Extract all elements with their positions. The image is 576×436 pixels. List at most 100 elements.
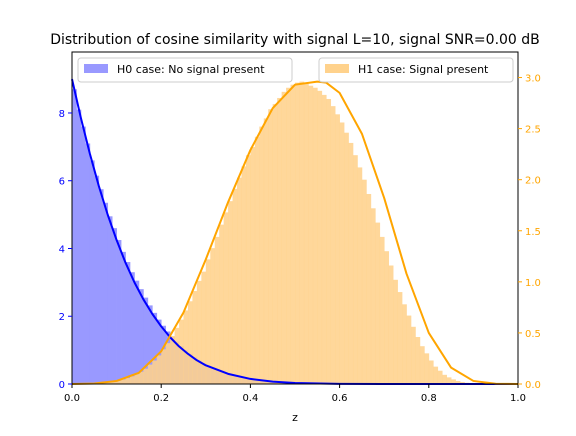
h1-bar	[282, 92, 287, 384]
x-tick-label: 0.0	[64, 393, 80, 404]
x-tick-label: 0.6	[332, 393, 348, 404]
y-left-tick-label: 8	[59, 109, 65, 120]
h1-bar	[357, 167, 362, 384]
h1-bar	[121, 380, 126, 384]
legend-h1-swatch	[325, 64, 349, 73]
h1-bar	[277, 98, 282, 384]
y-right-tick-label: 1.0	[525, 278, 541, 289]
h1-bar	[402, 304, 407, 384]
h1-bar	[322, 95, 327, 384]
y-left-tick-label: 2	[59, 312, 65, 323]
h0-bar	[134, 281, 139, 384]
h1-bar	[389, 266, 394, 385]
h1-bar	[233, 189, 238, 384]
h1-bar	[335, 114, 340, 384]
h1-bar	[157, 355, 162, 384]
y-right-tick-label: 2.5	[525, 125, 541, 136]
h1-bar	[442, 375, 447, 384]
h1-bar	[148, 365, 153, 384]
h1-bar	[393, 280, 398, 384]
h1-bar	[420, 346, 425, 384]
h1-bar	[241, 166, 246, 384]
h1-bar	[143, 369, 148, 384]
h1-bar	[201, 272, 206, 384]
h1-bar	[375, 223, 380, 384]
y-right-tick-label: 3.0	[525, 74, 541, 85]
h1-bar	[415, 337, 420, 384]
h1-bar	[407, 316, 412, 384]
h1-bar	[161, 349, 166, 384]
h1-bar	[308, 86, 313, 384]
h1-bar	[353, 155, 358, 384]
h1-bar	[438, 371, 443, 384]
y-right-tick-label: 0.5	[525, 329, 541, 340]
h0-bar	[99, 189, 104, 384]
h1-bar	[344, 133, 349, 384]
h1-bar	[371, 208, 376, 384]
h0-bar	[94, 176, 99, 384]
h0-bar	[90, 160, 95, 384]
y-right-tick-label: 1.5	[525, 227, 541, 238]
h1-bar	[134, 374, 139, 384]
h1-bar	[429, 361, 434, 385]
h1-bar	[411, 327, 416, 384]
legend-h0: H0 case: No signal present	[78, 58, 292, 82]
y-right-tick-label: 2.0	[525, 176, 541, 187]
h1-bar	[170, 336, 175, 384]
h1-bar	[250, 147, 255, 384]
h0-bar	[117, 240, 122, 384]
y-left-tick-label: 4	[59, 244, 65, 255]
legend-h0-label: H0 case: No signal present	[117, 63, 265, 76]
h1-bar	[255, 137, 260, 384]
h1-bar	[130, 376, 135, 384]
h1-bar	[295, 83, 300, 384]
h1-bar	[424, 353, 429, 384]
y-right-tick-label: 0.0	[525, 380, 541, 391]
h1-bar	[384, 251, 389, 384]
x-axis-label: z	[292, 411, 298, 424]
h1-bar	[273, 104, 278, 384]
h1-bar	[179, 320, 184, 384]
h1-bar	[304, 83, 309, 384]
h1-bar	[166, 343, 171, 384]
h1-bar	[259, 127, 264, 384]
h1-bar	[246, 155, 251, 384]
h0-bar	[130, 272, 135, 384]
x-tick-label: 1.0	[510, 393, 526, 404]
h1-bar	[215, 237, 220, 384]
h1-bar	[291, 85, 296, 384]
chart-title: Distribution of cosine similarity with s…	[50, 32, 540, 48]
legend-h1: H1 case: Signal present	[319, 58, 513, 82]
h1-bar	[219, 225, 224, 384]
h1-bar	[210, 248, 215, 384]
y-left-tick-label: 0	[59, 380, 65, 391]
h1-bar	[192, 291, 197, 384]
h0-bar	[85, 143, 90, 384]
h1-bar	[197, 281, 202, 384]
h1-bar	[349, 143, 354, 384]
h0-bar	[112, 228, 117, 384]
h1-bar	[152, 361, 157, 385]
y-left-tick-label: 6	[59, 177, 65, 188]
h1-bar	[224, 212, 229, 384]
h1-bar	[317, 91, 322, 384]
legend-h1-label: H1 case: Signal present	[358, 63, 489, 76]
h1-bar	[175, 328, 180, 384]
h1-bar	[268, 109, 273, 384]
h1-bar	[126, 378, 131, 384]
h0-bar	[72, 89, 77, 384]
h1-bar	[184, 310, 189, 384]
h1-bar	[286, 88, 291, 384]
h1-bar	[362, 180, 367, 384]
h1-bar	[228, 201, 233, 384]
h1-bar	[366, 194, 371, 384]
h1-bar	[433, 367, 438, 384]
h0-bar	[81, 127, 86, 384]
h0-bar	[76, 110, 81, 384]
h1-bar	[326, 99, 331, 384]
h1-bar	[139, 372, 144, 384]
h0-bar	[108, 216, 113, 384]
h1-bar	[380, 237, 385, 384]
